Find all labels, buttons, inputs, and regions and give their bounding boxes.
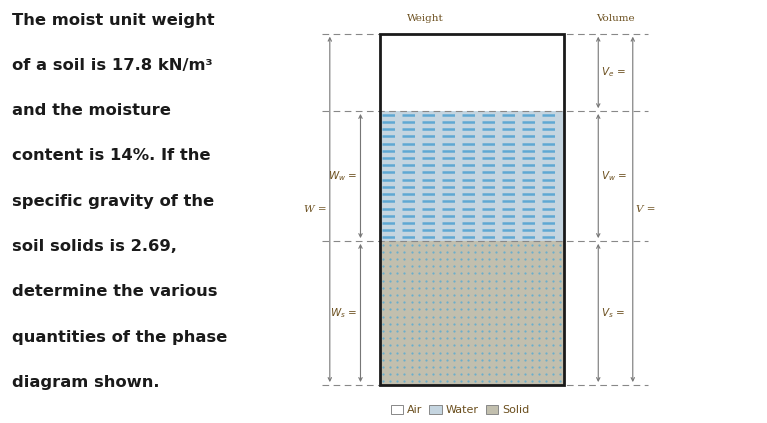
Text: The moist unit weight: The moist unit weight — [12, 13, 214, 27]
Text: $V_w$ =: $V_w$ = — [601, 169, 627, 183]
Bar — [380, 111, 564, 241]
Bar — [380, 241, 564, 385]
Text: W =: W = — [304, 205, 327, 214]
Text: quantities of the phase: quantities of the phase — [12, 330, 227, 344]
Text: $V_s$ =: $V_s$ = — [601, 306, 625, 320]
Text: and the moisture: and the moisture — [12, 103, 170, 118]
Text: Weight: Weight — [407, 14, 444, 23]
Text: $W_s$ =: $W_s$ = — [330, 306, 357, 320]
Text: soil solids is 2.69,: soil solids is 2.69, — [12, 239, 176, 254]
Bar — [380, 34, 564, 111]
Text: determine the various: determine the various — [12, 284, 217, 299]
Text: diagram shown.: diagram shown. — [12, 375, 159, 390]
Text: of a soil is 17.8 kN/m³: of a soil is 17.8 kN/m³ — [12, 58, 212, 73]
Text: V =: V = — [636, 205, 655, 214]
Text: content is 14%. If the: content is 14%. If the — [12, 148, 210, 163]
Text: Volume: Volume — [596, 14, 634, 23]
Legend: Air, Water, Solid: Air, Water, Solid — [389, 403, 532, 418]
Bar — [380, 34, 564, 385]
Text: specific gravity of the: specific gravity of the — [12, 194, 214, 209]
Text: $W_w$ =: $W_w$ = — [328, 169, 357, 183]
Text: $V_e$ =: $V_e$ = — [601, 66, 626, 80]
